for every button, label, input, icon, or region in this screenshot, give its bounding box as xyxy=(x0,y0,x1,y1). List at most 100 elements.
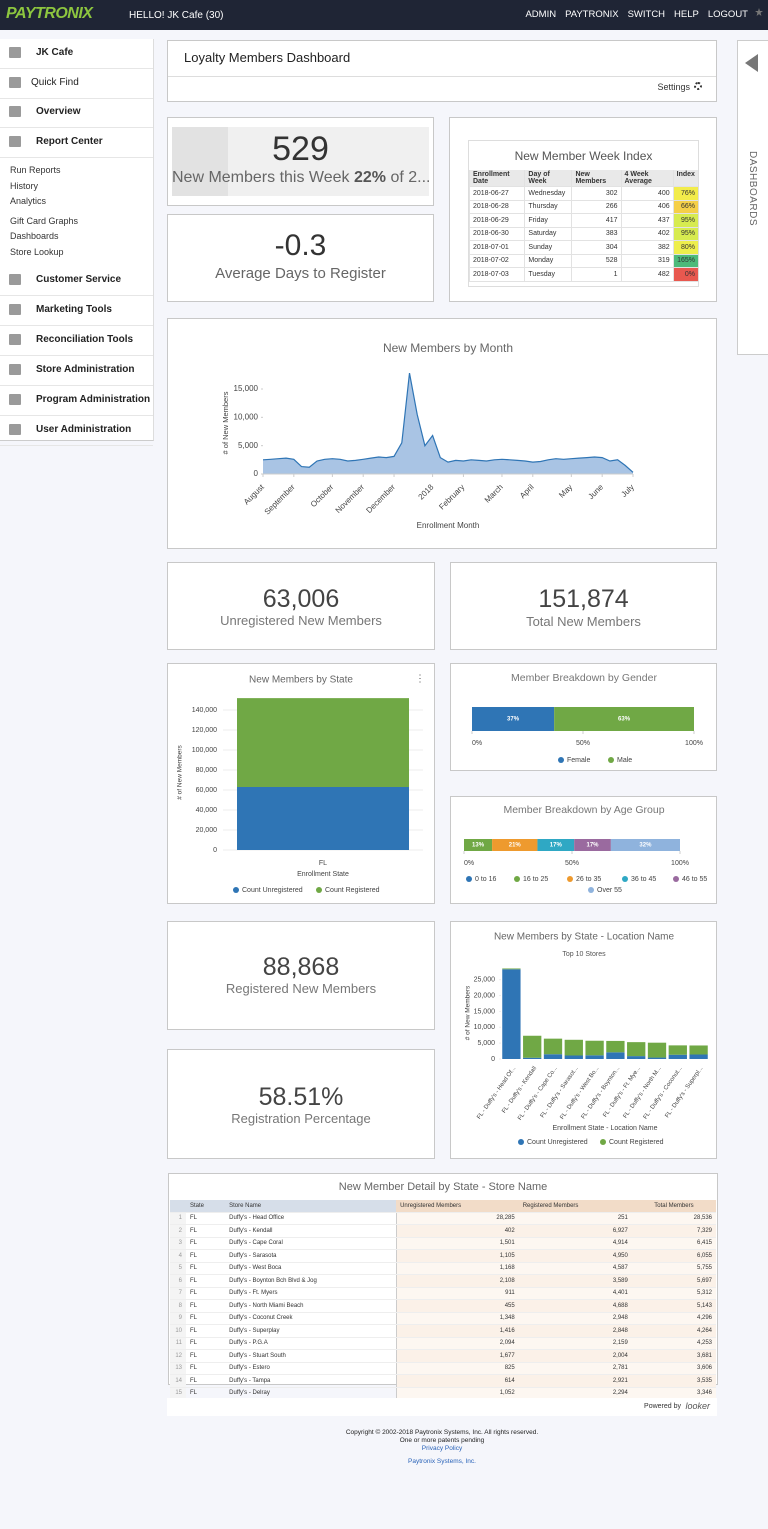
nav-link[interactable]: PAYTRONIX xyxy=(565,9,619,20)
sidebar-label: JK Cafe xyxy=(36,47,74,58)
sidebar-link[interactable]: Gift Card Graphs xyxy=(10,215,79,226)
table-cell: 2,921 xyxy=(518,1374,632,1388)
looker-logo[interactable]: looker xyxy=(685,1401,710,1411)
x-axis-label: Enrollment State - Location Name xyxy=(552,1125,657,1132)
sidebar-link[interactable]: Run Reports xyxy=(10,165,61,175)
row-number: 10 xyxy=(170,1324,186,1338)
powered-bar: Powered by looker xyxy=(167,1398,717,1416)
x-tick-label: FL - Duffy's - Superpl... xyxy=(665,1065,705,1119)
table-cell: 4,587 xyxy=(518,1262,632,1275)
table-cell: Duffy's - Ft. Myers xyxy=(225,1287,397,1300)
sidebar-item[interactable]: Program Administration xyxy=(0,386,153,416)
collapse-arrow[interactable] xyxy=(745,54,758,72)
tile-value: 151,874 xyxy=(538,585,629,613)
sidebar-item[interactable]: Marketing Tools xyxy=(0,296,153,326)
x-tick-label: FL - Duffy's - Boynton... xyxy=(581,1065,622,1120)
logo[interactable]: PAYTRONIX xyxy=(6,5,93,22)
sidebar-item[interactable]: Overview xyxy=(0,98,153,128)
settings-icon[interactable] xyxy=(694,82,702,90)
detail-table: State Store Name Unregistered Members Regis… xyxy=(170,1200,716,1400)
sidebar-item[interactable]: Customer Service xyxy=(0,266,153,296)
legend-label: 16 to 25 xyxy=(523,876,548,883)
legend-swatch xyxy=(567,876,573,882)
sidebar-item[interactable]: Report Center xyxy=(0,128,153,158)
legend-label: Count Registered xyxy=(325,887,380,894)
star-icon[interactable] xyxy=(755,8,763,16)
table-cell: 2018-07-02 xyxy=(468,254,525,268)
x-tick-label: February xyxy=(437,483,466,512)
avg-days-tile: -0.3 Average Days to Register xyxy=(167,214,434,302)
data-label: 17% xyxy=(587,843,600,849)
table-cell: 3,681 xyxy=(631,1349,716,1363)
x-tick-label: 0% xyxy=(464,860,474,867)
table-cell: FL xyxy=(186,1237,226,1250)
table-row: 13 FL Duffy's - Estero 825 2,781 3,606 xyxy=(170,1362,716,1375)
week-index-card: New Member Week Index Enrollment Date Day… xyxy=(449,117,717,302)
legend-swatch xyxy=(316,887,322,893)
tile-label: Registration Percentage xyxy=(231,1111,371,1126)
bar-segment xyxy=(492,839,538,851)
company-link[interactable]: Paytronix Systems, Inc. xyxy=(408,1458,476,1465)
age-chart-card: Member Breakdown by Age Group 13% 21% 17% 17… xyxy=(450,796,717,904)
nav-link[interactable]: ADMIN xyxy=(525,9,557,20)
x-tick-label: 100% xyxy=(685,740,703,747)
chart-subtitle: Top 10 Stores xyxy=(562,951,606,958)
bar-segment xyxy=(606,1052,625,1059)
sidebar-item[interactable]: Store Administration xyxy=(0,356,153,386)
table-cell: 2018-07-03 xyxy=(468,267,525,282)
table-cell: Duffy's - Coconut Creek xyxy=(225,1312,397,1325)
privacy-link[interactable]: Privacy Policy xyxy=(421,1445,463,1452)
table-cell: FL xyxy=(186,1324,226,1338)
sidebar-link[interactable]: Analytics xyxy=(10,196,47,206)
reg-pct-tile: 58.51% Registration Percentage xyxy=(167,1049,435,1159)
table-cell: Duffy's - West Boca xyxy=(225,1262,397,1275)
settings-link[interactable]: Settings xyxy=(657,82,690,92)
y-axis-label: # of New Members xyxy=(465,985,472,1040)
table-cell: 7,329 xyxy=(631,1224,716,1238)
month-chart: New Members by Month 0 5,000 10,000 15,000 Au… xyxy=(221,341,636,530)
sidebar-icon xyxy=(9,274,21,285)
x-tick-label: 100% xyxy=(671,860,689,867)
x-tick-label: December xyxy=(364,482,397,515)
area-line xyxy=(262,372,634,473)
sidebar-link[interactable]: Store Lookup xyxy=(10,246,64,257)
table-cell: 614 xyxy=(395,1374,519,1388)
tile-value: 529 xyxy=(272,130,329,168)
sidebar-item[interactable]: User Administration xyxy=(0,416,153,446)
gender-chart-card: Member Breakdown by Gender 37% 63% 0% 50% 100… xyxy=(450,663,717,771)
sidebar-icon xyxy=(9,304,21,315)
x-tick-label: FL xyxy=(319,860,327,867)
sidebar-item[interactable]: JK Cafe xyxy=(0,39,153,69)
dashboard-header: Loyalty Members Dashboard Settings xyxy=(167,40,717,102)
tile-value: 88,868 xyxy=(262,953,340,981)
powered-by: Powered by xyxy=(644,1403,681,1410)
tile-value: 58.51% xyxy=(258,1083,344,1111)
row-number: 4 xyxy=(170,1249,186,1263)
table-cell: Friday xyxy=(524,213,572,228)
table-cell: 1,677 xyxy=(395,1349,519,1363)
table-cell: 437 xyxy=(620,213,674,228)
table-cell: FL xyxy=(186,1249,226,1263)
table-cell: 3,535 xyxy=(631,1374,716,1388)
nav-link[interactable]: SWITCH xyxy=(627,9,666,20)
legend-swatch xyxy=(600,1139,606,1145)
table-cell: Duffy's - Cape Coral xyxy=(225,1237,397,1250)
area-fill xyxy=(263,373,633,474)
table-cell: 165% xyxy=(672,254,698,268)
greeting: HELLO! JK Cafe (30) xyxy=(129,10,224,21)
sidebar-link[interactable]: History xyxy=(10,180,39,191)
sidebar-item[interactable]: Quick Find xyxy=(0,69,153,99)
sidebar-item[interactable]: Reconciliation Tools xyxy=(0,326,153,356)
nav-link[interactable]: HELP xyxy=(674,9,699,20)
sidebar-link[interactable]: Dashboards xyxy=(10,231,59,241)
sidebar-icon xyxy=(9,47,21,58)
table-cell: FL xyxy=(186,1274,226,1288)
legend-label: 46 to 55 xyxy=(682,876,707,883)
state-chart: 0 20,000 40,000 60,000 80,000 100,000 120,000 1… xyxy=(177,674,425,894)
column-header[interactable]: Total Members xyxy=(631,1200,716,1213)
dashboards-tab[interactable]: DASHBOARDS xyxy=(737,40,768,355)
nav-link[interactable]: LOGOUT xyxy=(707,9,748,20)
bar-segment xyxy=(237,786,409,850)
table-title: New Member Week Index xyxy=(514,149,653,163)
table-title: New Member Detail by State - Store Name xyxy=(338,1181,548,1193)
